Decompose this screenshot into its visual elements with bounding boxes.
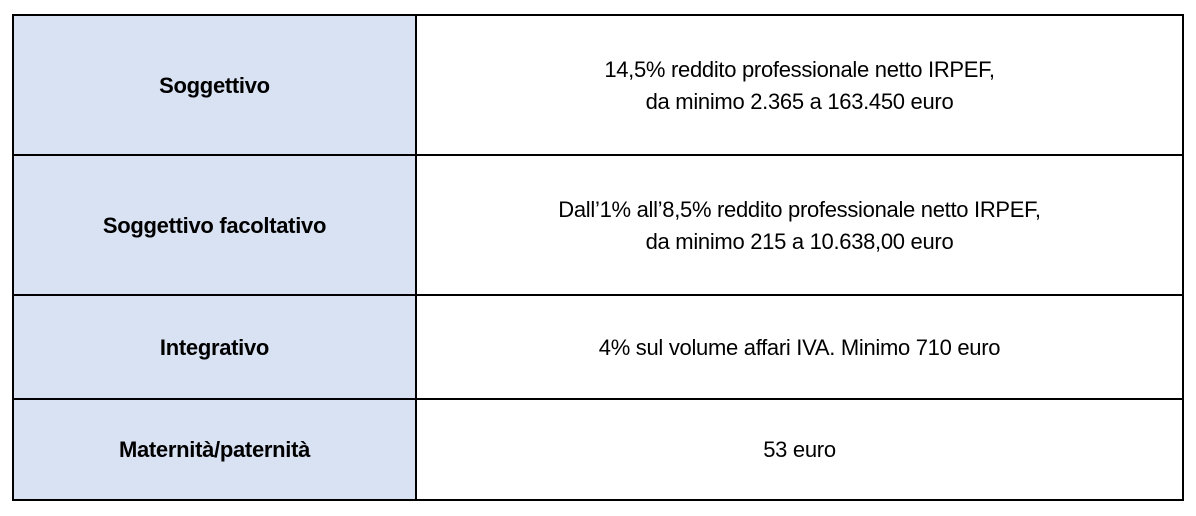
value-line: Dall’1% all’8,5% reddito professionale n… bbox=[558, 197, 1041, 222]
label-cell: Integrativo bbox=[14, 294, 417, 400]
value-line: da minimo 2.365 a 163.450 euro bbox=[645, 89, 954, 114]
label-text: Maternità/paternità bbox=[118, 436, 311, 462]
value-line: 53 euro bbox=[763, 436, 836, 462]
label-cell: Maternità/paternità bbox=[14, 398, 417, 499]
value-cell: 4% sul volume affari IVA. Minimo 710 eur… bbox=[417, 294, 1182, 400]
value-cell: Dall’1% all’8,5% reddito professionale n… bbox=[417, 154, 1182, 296]
label-cell: Soggettivo bbox=[14, 16, 417, 156]
value-cell: 53 euro bbox=[417, 398, 1182, 499]
table: Soggettivo 14,5% reddito professionale ne… bbox=[12, 14, 1184, 501]
value-line: da minimo 215 a 10.638,00 euro bbox=[645, 229, 954, 254]
label-text: Integrativo bbox=[159, 335, 270, 360]
label-cell: Soggettivo facoltativo bbox=[14, 154, 417, 296]
value-cell: 14,5% reddito professionale netto IRPEF,… bbox=[417, 16, 1182, 156]
value-line: 14,5% reddito professionale netto IRPEF, bbox=[604, 57, 995, 82]
label-text: Soggettivo facoltativo bbox=[102, 213, 327, 238]
label-text: Soggettivo bbox=[159, 73, 270, 98]
value-line: 4% sul volume affari IVA. Minimo 710 eur… bbox=[598, 335, 1001, 360]
